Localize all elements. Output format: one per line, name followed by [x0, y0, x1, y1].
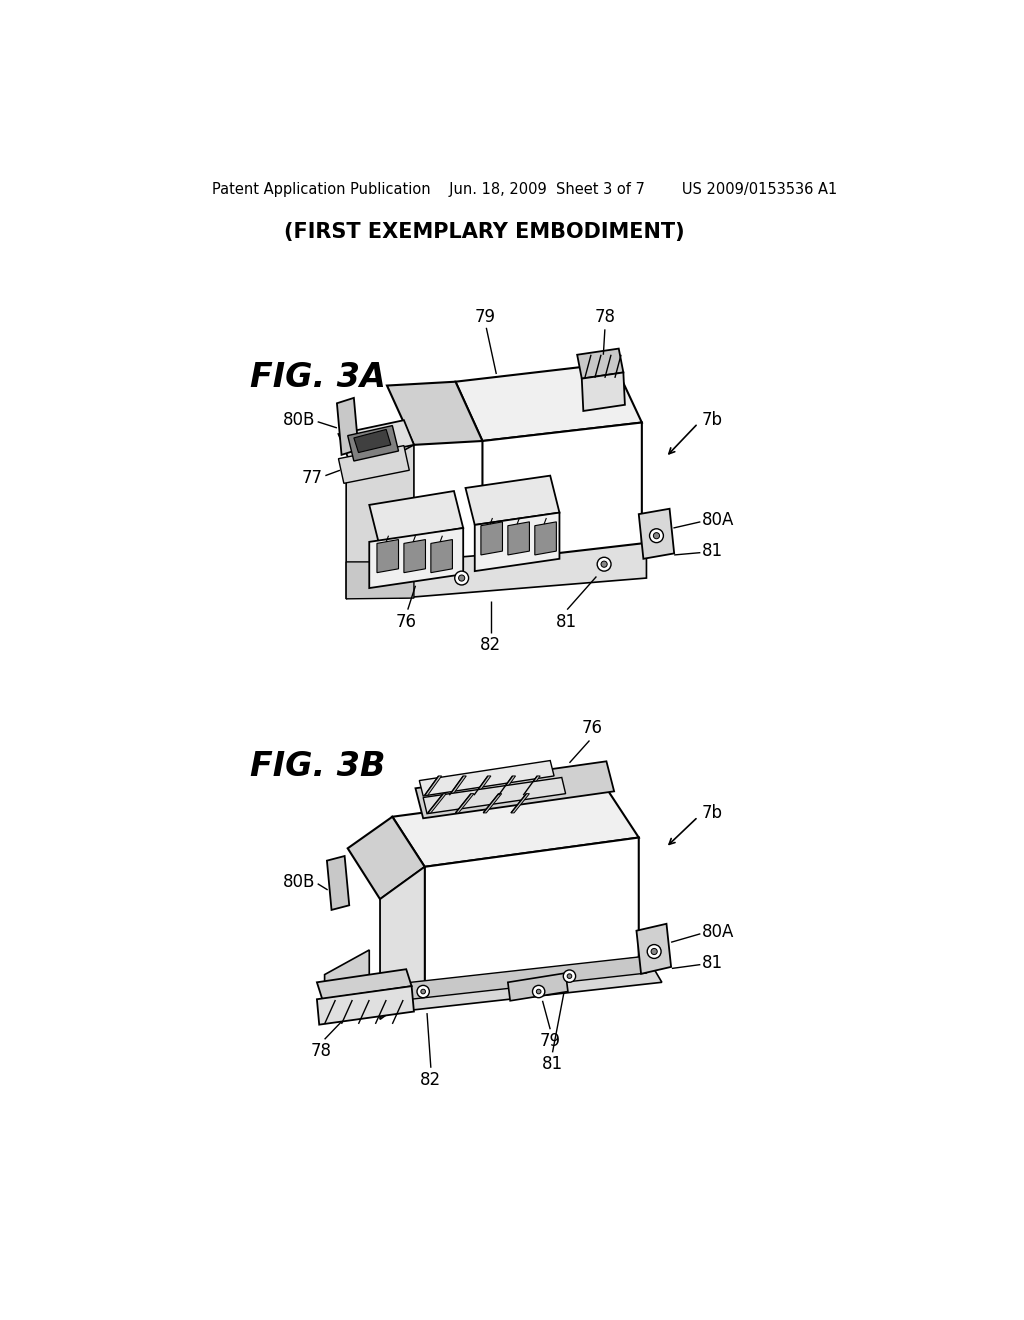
Polygon shape: [474, 776, 490, 795]
Polygon shape: [416, 762, 614, 818]
Polygon shape: [637, 924, 671, 974]
Text: 7b: 7b: [701, 804, 723, 822]
Polygon shape: [475, 512, 559, 572]
Polygon shape: [482, 422, 642, 562]
Circle shape: [537, 989, 541, 994]
Text: FIG. 3A: FIG. 3A: [250, 362, 386, 395]
Polygon shape: [348, 425, 398, 461]
Polygon shape: [578, 348, 624, 379]
Circle shape: [653, 532, 659, 539]
Polygon shape: [339, 446, 410, 483]
Circle shape: [647, 945, 662, 958]
Polygon shape: [508, 521, 529, 554]
Polygon shape: [327, 857, 349, 909]
Text: 81: 81: [701, 543, 723, 560]
Circle shape: [563, 970, 575, 982]
Polygon shape: [403, 540, 425, 573]
Polygon shape: [316, 969, 412, 999]
Polygon shape: [337, 397, 358, 455]
Circle shape: [455, 572, 469, 585]
Polygon shape: [316, 986, 414, 1024]
Text: 79: 79: [540, 1032, 561, 1051]
Polygon shape: [419, 760, 554, 796]
Polygon shape: [354, 429, 391, 453]
Text: 82: 82: [480, 636, 502, 653]
Polygon shape: [339, 420, 414, 459]
Text: 77: 77: [302, 469, 323, 487]
Polygon shape: [523, 776, 541, 795]
Text: 80B: 80B: [283, 874, 315, 891]
Circle shape: [651, 948, 657, 954]
Polygon shape: [499, 776, 515, 795]
Polygon shape: [400, 543, 646, 598]
Polygon shape: [370, 528, 463, 589]
Text: 80B: 80B: [283, 412, 315, 429]
Text: 79: 79: [474, 309, 496, 326]
Polygon shape: [582, 372, 625, 411]
Polygon shape: [370, 956, 646, 1003]
Polygon shape: [348, 817, 425, 899]
Circle shape: [532, 985, 545, 998]
Polygon shape: [380, 867, 425, 1019]
Circle shape: [421, 989, 425, 994]
Text: 80A: 80A: [701, 511, 734, 529]
Polygon shape: [483, 793, 502, 813]
Text: 81: 81: [701, 954, 723, 972]
Text: 76: 76: [582, 719, 603, 738]
Circle shape: [567, 974, 571, 978]
Text: 76: 76: [395, 612, 417, 631]
Text: FIG. 3B: FIG. 3B: [250, 750, 385, 783]
Text: 78: 78: [594, 309, 615, 326]
Polygon shape: [481, 521, 503, 554]
Text: 82: 82: [420, 1071, 441, 1089]
Text: Patent Application Publication    Jun. 18, 2009  Sheet 3 of 7        US 2009/015: Patent Application Publication Jun. 18, …: [212, 182, 838, 197]
Polygon shape: [370, 491, 463, 543]
Polygon shape: [377, 540, 398, 573]
Circle shape: [459, 576, 465, 581]
Text: 81: 81: [542, 1056, 563, 1073]
Text: 7b: 7b: [701, 412, 723, 429]
Text: 78: 78: [311, 1043, 332, 1060]
Polygon shape: [346, 562, 414, 599]
Polygon shape: [508, 973, 568, 1001]
Text: (FIRST EXEMPLARY EMBODIMENT): (FIRST EXEMPLARY EMBODIMENT): [285, 222, 685, 243]
Polygon shape: [639, 508, 674, 558]
Polygon shape: [387, 381, 482, 445]
Polygon shape: [428, 793, 446, 813]
Text: 81: 81: [556, 612, 577, 631]
Text: 80A: 80A: [701, 923, 734, 941]
Polygon shape: [511, 793, 529, 813]
Polygon shape: [466, 475, 559, 525]
Polygon shape: [456, 363, 642, 441]
Polygon shape: [392, 788, 639, 867]
Polygon shape: [456, 793, 474, 813]
Polygon shape: [425, 776, 441, 795]
Circle shape: [601, 561, 607, 568]
Circle shape: [417, 985, 429, 998]
Polygon shape: [450, 776, 466, 795]
Circle shape: [649, 529, 664, 543]
Polygon shape: [425, 838, 639, 987]
Circle shape: [597, 557, 611, 572]
Polygon shape: [431, 540, 453, 573]
Polygon shape: [370, 956, 662, 1014]
Polygon shape: [423, 777, 565, 813]
Polygon shape: [325, 950, 370, 1011]
Polygon shape: [346, 445, 414, 599]
Polygon shape: [535, 521, 556, 554]
